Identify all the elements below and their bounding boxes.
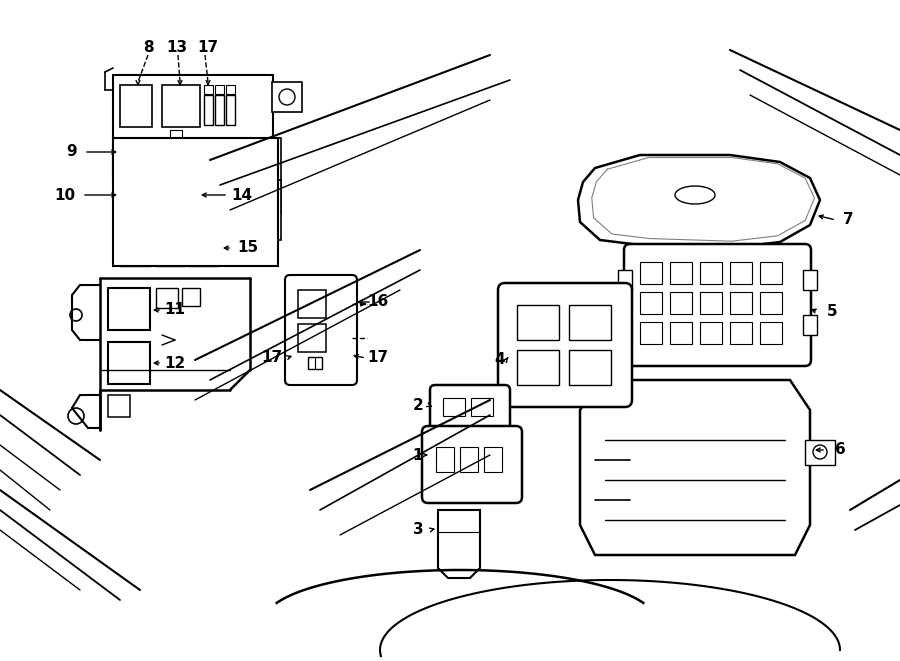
Circle shape [279,89,295,105]
Bar [156,288,178,308]
Bar [730,262,752,284]
Bar [204,85,213,94]
Bar [670,322,692,344]
Text: 9: 9 [67,145,77,159]
Bar [298,324,326,352]
Bar [155,145,177,167]
Bar [443,398,465,416]
Text: 17: 17 [197,40,219,56]
Bar [204,147,213,165]
Bar [120,85,152,127]
Circle shape [70,309,82,321]
Bar [670,292,692,314]
Bar [760,262,782,284]
Bar [215,147,224,165]
Bar [298,290,326,318]
Bar [120,145,150,175]
Text: 13: 13 [166,40,187,56]
Text: 12: 12 [165,356,185,371]
Bar [803,270,817,290]
Bar [517,350,559,385]
Bar [108,342,150,384]
Bar [120,188,155,228]
Text: 17: 17 [261,350,283,366]
Bar [113,138,281,213]
Bar [204,95,213,125]
Bar [108,288,150,330]
Bar [670,262,692,284]
Text: 17: 17 [367,350,389,366]
Bar [436,447,454,472]
Text: 3: 3 [413,522,423,537]
Bar [700,262,722,284]
Bar [215,95,224,125]
Bar [182,288,200,306]
Bar [113,180,281,240]
Bar [803,315,817,335]
Bar [162,85,200,127]
FancyBboxPatch shape [285,275,357,385]
Ellipse shape [675,186,715,204]
FancyBboxPatch shape [498,283,632,407]
Text: 7: 7 [842,212,853,227]
Polygon shape [580,380,810,555]
Bar [272,82,302,112]
Bar [170,130,182,140]
Bar [569,350,611,385]
Bar [215,85,224,94]
Bar [730,322,752,344]
Text: 5: 5 [827,305,837,319]
Text: 10: 10 [54,188,76,202]
Bar [188,238,218,266]
Bar [760,292,782,314]
Text: 14: 14 [231,188,253,202]
Bar [226,85,235,94]
Bar [226,147,235,165]
Bar [618,270,632,290]
Text: 6: 6 [834,442,845,457]
Text: 8: 8 [143,40,153,56]
Bar [484,447,502,472]
Bar [569,305,611,340]
Bar [155,238,185,266]
Bar [640,262,662,284]
Bar [805,440,835,465]
Text: 1: 1 [413,447,423,463]
Text: 11: 11 [165,303,185,317]
Text: 16: 16 [367,295,389,309]
Text: 15: 15 [238,241,258,256]
Bar [113,138,278,266]
Bar [760,322,782,344]
Bar [182,145,200,167]
FancyBboxPatch shape [430,385,510,433]
Bar [471,398,493,416]
FancyBboxPatch shape [422,426,522,503]
Bar [700,322,722,344]
Bar [113,75,273,180]
Polygon shape [438,510,480,578]
Circle shape [813,445,827,459]
Bar [308,357,322,369]
Circle shape [68,408,84,424]
Bar [108,395,130,417]
Bar [460,447,478,472]
Text: 2: 2 [412,397,423,412]
Bar [730,292,752,314]
Bar [162,188,197,228]
Bar [700,292,722,314]
Bar [640,322,662,344]
Bar [640,292,662,314]
Bar [120,238,150,266]
Polygon shape [578,155,820,248]
Text: 4: 4 [495,352,505,368]
FancyBboxPatch shape [624,244,811,366]
Bar [517,305,559,340]
Bar [226,95,235,125]
